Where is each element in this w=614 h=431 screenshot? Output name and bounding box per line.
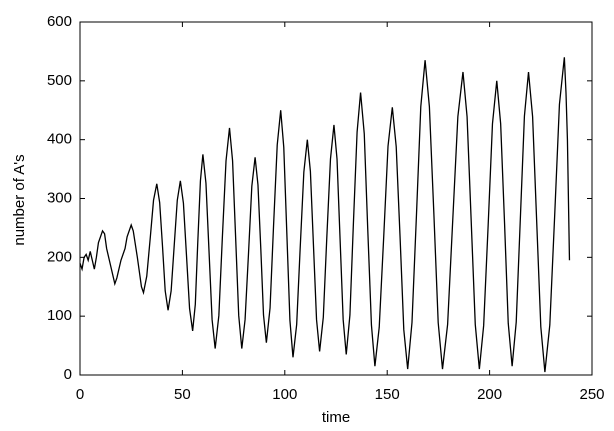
- y-axis-label: number of A's: [11, 154, 28, 245]
- data-line: [79, 57, 571, 373]
- y-tick-label: 600: [47, 13, 72, 30]
- x-tick-label: 200: [477, 386, 502, 403]
- x-tick-label: 100: [272, 386, 297, 403]
- y-tick-label: 500: [47, 72, 72, 89]
- x-tick-label: 0: [76, 386, 84, 403]
- y-tick-label: 200: [47, 248, 72, 265]
- x-tick-label: 150: [375, 386, 400, 403]
- plot-frame: [79, 21, 593, 376]
- y-tick-label: 0: [64, 366, 72, 383]
- x-tick-label: 50: [174, 386, 191, 403]
- x-tick-label: 250: [579, 386, 604, 403]
- y-tick-label: 100: [47, 307, 72, 324]
- y-tick-label: 400: [47, 131, 72, 148]
- x-axis-label: time: [322, 409, 350, 426]
- y-tick-label: 300: [47, 189, 72, 206]
